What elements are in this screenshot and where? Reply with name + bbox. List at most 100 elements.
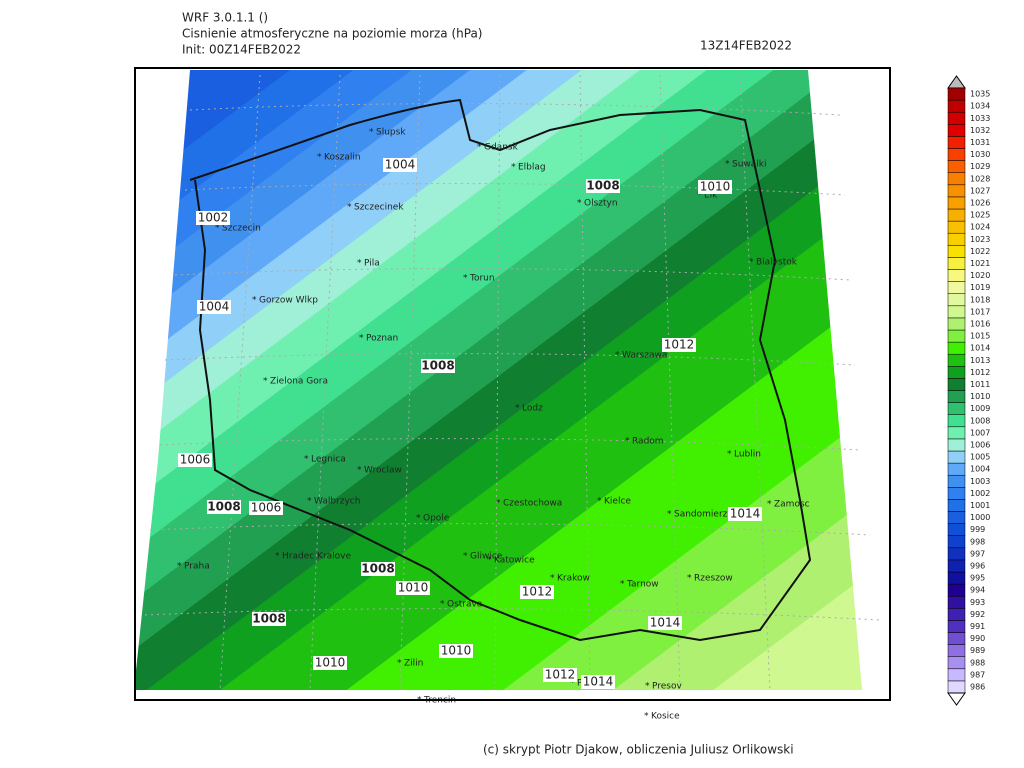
colorbar-label: 1033 [970, 114, 990, 123]
pressure-field [135, 70, 862, 690]
city-label: Gliwice [470, 552, 503, 562]
colorbar-label: 1018 [970, 295, 990, 304]
map-frame [134, 67, 891, 701]
city-marker: * [727, 450, 732, 460]
colorbar-label: 999 [970, 525, 985, 534]
contour-label: 1014 [583, 675, 614, 689]
city-label: Bialystok [756, 258, 798, 268]
colorbar-label: 1003 [970, 477, 990, 486]
city-marker: * [570, 679, 575, 689]
colorbar-cell [947, 511, 966, 524]
contour-label: 1014 [650, 616, 681, 630]
city-marker: * [357, 259, 362, 269]
colorbar-label: 998 [970, 537, 985, 546]
colorbar-label: 1007 [970, 428, 990, 437]
colorbar-label: 1001 [970, 501, 990, 510]
city-label: Koszalin [324, 153, 361, 163]
city-marker: * [597, 497, 602, 507]
colorbar-cell [947, 632, 966, 645]
colorbar-cell [947, 148, 966, 161]
colorbar-label: 1034 [970, 102, 990, 111]
colorbar-cell [947, 366, 966, 379]
colorbar-label: 1006 [970, 440, 990, 449]
city-marker: * [615, 351, 620, 361]
city-label: Wroclaw [364, 466, 402, 476]
city-marker: * [550, 574, 555, 584]
colorbar-cell [947, 172, 966, 186]
city-marker: * [347, 203, 352, 213]
city-marker: * [357, 466, 362, 476]
contour-label: 1012 [545, 668, 576, 682]
contour-label-box [520, 585, 554, 599]
colorbar-label: 1008 [970, 416, 990, 425]
city-label: Gdansk [484, 143, 519, 153]
city-label: Katowice [494, 556, 535, 566]
contour-label-box [197, 300, 231, 314]
colorbar-label: 1012 [970, 368, 990, 377]
city-marker: * [644, 712, 649, 722]
colorbar-label: 986 [970, 682, 985, 691]
colorbar-cell [947, 329, 966, 343]
contour-label: 1004 [199, 300, 230, 314]
city-marker: * [697, 191, 702, 201]
colorbar-label: 1022 [970, 247, 990, 256]
colorbar-cell [947, 535, 966, 549]
colorbar-label: 1031 [970, 138, 990, 147]
city-label: Czestochowa [503, 499, 562, 509]
colorbar-arrow-bottom [947, 692, 966, 706]
colorbar: 986 987 988 989 990 991 992 993 994 995 996 997 998 9… [947, 75, 990, 706]
city-marker: * [463, 552, 468, 562]
contour-label-box [313, 656, 347, 670]
city-label: Zielona Gora [270, 377, 328, 387]
graticule [144, 74, 881, 691]
city-marker: * [487, 556, 492, 566]
colorbar-cell [947, 317, 966, 331]
contour-label-box [421, 359, 455, 373]
city-label: Elk [704, 191, 718, 201]
contour-label-box [543, 668, 577, 682]
map: * Slupsk* Koszalin* Gdansk* Elblag * Suwalki* E… [134, 67, 891, 722]
colorbar-label: 1004 [970, 465, 990, 474]
colorbar-label: 1028 [970, 174, 990, 183]
contour-label: 1010 [700, 180, 731, 194]
city-label: Kosice [651, 712, 680, 722]
colorbar-cell [947, 414, 966, 428]
contour-label: 1008 [361, 562, 394, 576]
colorbar-cell [947, 668, 966, 682]
colorbar-cell [947, 245, 966, 258]
colorbar-label: 1002 [970, 489, 990, 498]
colorbar-arrow-top [947, 75, 966, 89]
contour-label: 1008 [421, 359, 454, 373]
colorbar-cell [947, 196, 966, 210]
contour-label: 1008 [586, 179, 619, 193]
colorbar-label: 1011 [970, 380, 990, 389]
colorbar-cell [947, 583, 966, 597]
colorbar-cell [947, 426, 966, 440]
colorbar-cell [947, 680, 966, 694]
colorbar-cell [947, 305, 966, 319]
contour-label: 1012 [664, 338, 695, 352]
colorbar-cell [947, 87, 966, 101]
colorbar-label: 1020 [970, 271, 990, 280]
colorbar-label: 1026 [970, 198, 990, 207]
city-marker: * [477, 143, 482, 153]
city-label: Kielce [604, 497, 631, 507]
colorbar-cell [947, 111, 966, 125]
city-marker: * [416, 514, 421, 524]
city-marker: * [749, 258, 754, 268]
city-marker: * [511, 163, 516, 173]
colorbar-cell [947, 595, 966, 609]
city-label: Lodz [522, 404, 543, 414]
city-label: Zamosc [774, 500, 810, 510]
colorbar-cell [947, 620, 966, 633]
colorbar-label: 1030 [970, 150, 990, 159]
colorbar-cell [947, 257, 966, 270]
colorbar-label: 1019 [970, 283, 990, 292]
contour-label-box [586, 179, 620, 193]
contour-label-box [252, 612, 286, 626]
colorbar-label: 1025 [970, 211, 990, 220]
colorbar-cell [947, 474, 966, 488]
colorbar-label: 990 [970, 634, 985, 643]
city-label: Hradec Kralove [282, 552, 351, 562]
colorbar-cell [947, 136, 966, 149]
